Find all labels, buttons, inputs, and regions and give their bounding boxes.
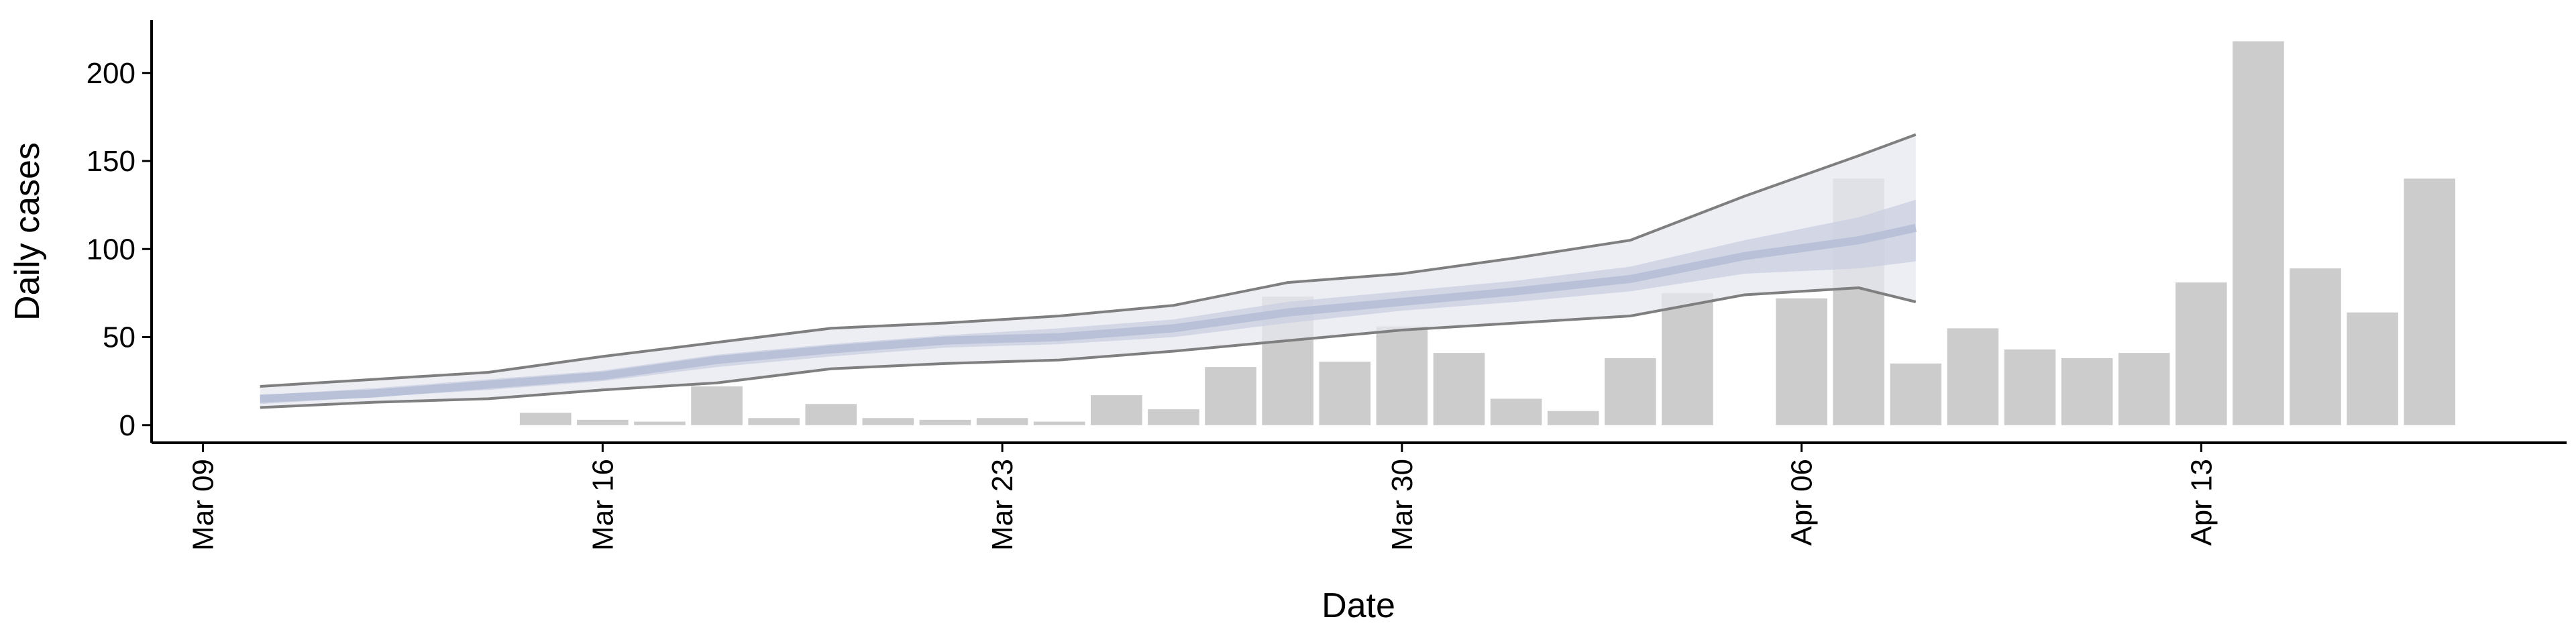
bar: [691, 386, 743, 425]
bar: [1890, 363, 1942, 425]
y-tick-label: 50: [103, 321, 136, 354]
bar: [1319, 362, 1371, 425]
bar: [1662, 292, 1713, 425]
x-tick-label: Mar 23: [986, 459, 1019, 551]
bar: [2118, 353, 2170, 425]
y-tick-label: 0: [119, 409, 136, 442]
bar: [976, 418, 1028, 425]
x-tick-label: Apr 06: [1786, 459, 1819, 546]
bar: [748, 418, 800, 425]
bar: [2404, 178, 2456, 425]
x-axis-title: Date: [1322, 586, 1395, 625]
bar: [1205, 367, 1256, 425]
bar: [1547, 411, 1599, 425]
bar: [577, 419, 629, 425]
bar: [1148, 409, 1199, 425]
bar: [634, 421, 686, 425]
bar: [2004, 349, 2056, 425]
x-tick-label: Mar 16: [586, 459, 619, 551]
bar: [1947, 328, 1999, 425]
outer-band: [260, 134, 1916, 408]
bar: [1433, 353, 1485, 425]
y-axis-title: Daily cases: [8, 142, 47, 321]
y-tick-label: 100: [87, 233, 136, 266]
bar: [1033, 421, 1085, 425]
lower-line: [260, 286, 1917, 409]
bar: [862, 418, 914, 425]
bar: [1776, 298, 1827, 425]
bar: [805, 404, 857, 425]
upper-line: [260, 133, 1917, 388]
bar: [1490, 398, 1542, 425]
bar: [919, 419, 971, 425]
x-tick-label: Mar 30: [1386, 459, 1419, 551]
bar: [2061, 358, 2113, 425]
x-tick-label: Mar 09: [187, 459, 220, 551]
bar: [2290, 268, 2341, 425]
bar: [1376, 326, 1428, 425]
median-line: [260, 223, 1917, 403]
x-tick-label: Apr 13: [2185, 459, 2218, 546]
y-tick-label: 200: [87, 57, 136, 90]
bar: [519, 413, 572, 425]
bar: [1604, 358, 1656, 425]
bar: [2176, 282, 2227, 425]
bar: [1091, 395, 1142, 425]
bar: [2347, 312, 2398, 425]
y-tick-label: 150: [87, 145, 136, 178]
bar: [2233, 41, 2284, 425]
